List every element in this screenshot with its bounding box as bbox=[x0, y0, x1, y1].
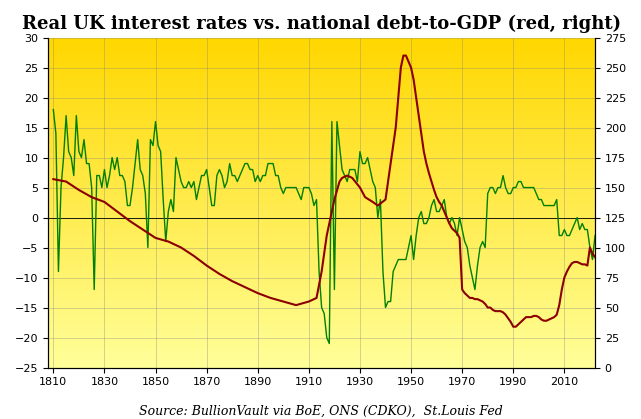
Title: Real UK interest rates vs. national debt-to-GDP (red, right): Real UK interest rates vs. national debt… bbox=[22, 15, 621, 33]
Text: Source: BullionVault via BoE, ONS (CDKO),  St.Louis Fed: Source: BullionVault via BoE, ONS (CDKO)… bbox=[138, 405, 503, 418]
